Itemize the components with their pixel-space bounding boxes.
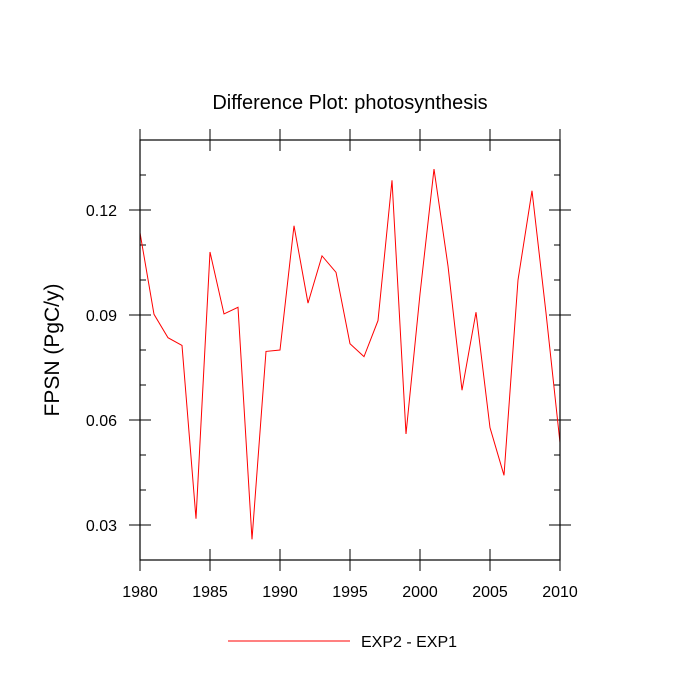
x-tick-label: 2010 (542, 584, 578, 601)
tick-labels: 1980 1985 1990 1995 2000 2005 2010 0.03 0.06 0.09… (86, 203, 578, 601)
plot-area-frame (139, 139, 561, 561)
x-tick-label: 2005 (472, 584, 508, 601)
x-tick-label: 1980 (122, 584, 158, 601)
series-layer (139, 168, 561, 540)
x-tick-label: 1985 (192, 584, 228, 601)
x-tick-label: 2000 (402, 584, 438, 601)
series-line-0 (139, 168, 561, 540)
y-tick-label: 0.03 (86, 518, 117, 535)
y-tick-label: 0.06 (86, 413, 117, 430)
x-tick-label: 1995 (332, 584, 368, 601)
x-tick-label: 1990 (262, 584, 298, 601)
chart-title: Difference Plot: photosynthesis (212, 92, 487, 114)
legend-label-exp2-minus-exp1: EXP2 - EXP1 (361, 634, 457, 651)
y-tick-label: 0.12 (86, 203, 117, 220)
y-tick-label: 0.09 (86, 308, 117, 325)
y-axis-label: FPSN (PgC/y) (41, 283, 64, 416)
legend: EXP2 - EXP1 (228, 634, 457, 651)
